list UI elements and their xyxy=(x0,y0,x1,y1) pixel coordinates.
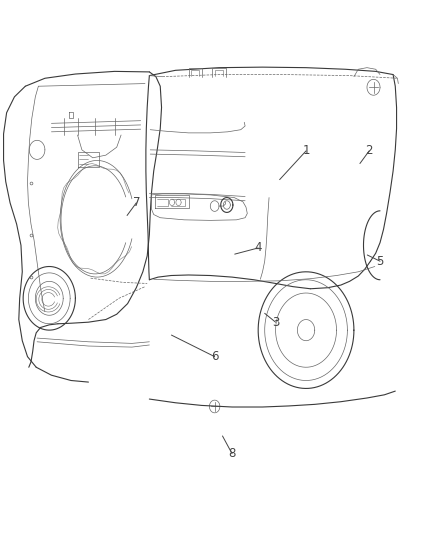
Text: 8: 8 xyxy=(228,447,236,460)
Text: 6: 6 xyxy=(211,350,219,363)
Text: 3: 3 xyxy=(272,316,279,329)
Text: 5: 5 xyxy=(376,255,384,268)
Text: 4: 4 xyxy=(254,241,262,254)
Text: 1: 1 xyxy=(302,144,310,157)
Text: 2: 2 xyxy=(365,144,373,157)
Text: 7: 7 xyxy=(133,196,140,209)
